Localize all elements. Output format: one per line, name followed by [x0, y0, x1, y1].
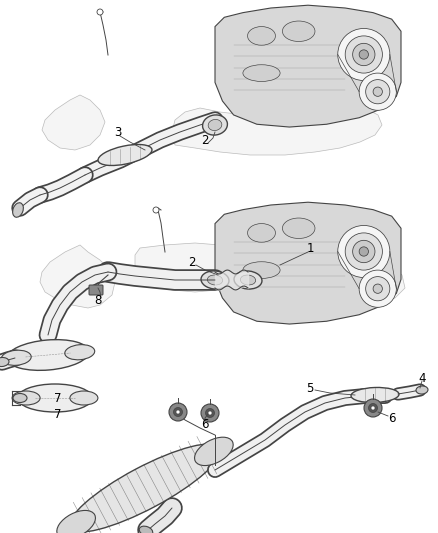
Ellipse shape [247, 224, 276, 242]
Polygon shape [135, 243, 258, 292]
Text: 6: 6 [388, 411, 396, 424]
Ellipse shape [70, 391, 98, 405]
Ellipse shape [194, 437, 233, 465]
Circle shape [353, 43, 375, 66]
Ellipse shape [208, 119, 222, 131]
Circle shape [338, 28, 390, 80]
Ellipse shape [98, 144, 152, 166]
Ellipse shape [283, 218, 315, 238]
Circle shape [173, 408, 183, 416]
Circle shape [359, 247, 368, 256]
Ellipse shape [416, 386, 428, 394]
Circle shape [201, 404, 219, 422]
Polygon shape [215, 5, 401, 127]
Ellipse shape [7, 340, 89, 370]
Ellipse shape [207, 275, 223, 285]
Circle shape [176, 410, 180, 414]
Polygon shape [42, 95, 105, 150]
Ellipse shape [351, 387, 399, 402]
Ellipse shape [1, 350, 31, 365]
FancyBboxPatch shape [89, 285, 103, 295]
Ellipse shape [57, 511, 95, 533]
Circle shape [338, 225, 390, 278]
Polygon shape [40, 245, 115, 308]
Circle shape [366, 79, 390, 104]
Ellipse shape [202, 115, 227, 135]
Circle shape [345, 233, 382, 270]
Circle shape [364, 399, 382, 417]
Ellipse shape [243, 64, 280, 82]
Ellipse shape [283, 21, 315, 42]
Circle shape [359, 73, 396, 110]
Circle shape [368, 403, 378, 413]
Polygon shape [288, 255, 405, 308]
Ellipse shape [139, 526, 153, 533]
Polygon shape [172, 105, 382, 155]
Ellipse shape [247, 27, 276, 45]
Ellipse shape [0, 358, 9, 367]
Ellipse shape [18, 384, 92, 412]
Text: 6: 6 [201, 418, 209, 432]
Ellipse shape [69, 444, 221, 532]
Ellipse shape [234, 271, 262, 289]
Circle shape [371, 406, 375, 410]
Circle shape [366, 277, 390, 301]
Ellipse shape [201, 271, 229, 289]
Circle shape [359, 50, 368, 59]
Ellipse shape [12, 391, 40, 405]
Circle shape [373, 87, 382, 96]
Text: 2: 2 [201, 133, 209, 147]
Text: 3: 3 [114, 126, 122, 140]
Text: 1: 1 [306, 241, 314, 254]
Circle shape [97, 9, 103, 15]
Ellipse shape [243, 262, 280, 278]
Polygon shape [215, 202, 401, 324]
Circle shape [345, 36, 382, 73]
Ellipse shape [240, 275, 256, 285]
Text: 7: 7 [54, 392, 62, 405]
Text: 8: 8 [94, 294, 102, 306]
Text: 2: 2 [188, 255, 196, 269]
Circle shape [205, 408, 215, 417]
Circle shape [359, 270, 396, 308]
Circle shape [169, 403, 187, 421]
Text: 7: 7 [54, 408, 62, 422]
Text: 5: 5 [306, 382, 314, 394]
Ellipse shape [65, 345, 95, 360]
Text: 4: 4 [418, 372, 426, 384]
Circle shape [153, 207, 159, 213]
Ellipse shape [13, 393, 27, 402]
Circle shape [373, 284, 382, 293]
Circle shape [208, 411, 212, 415]
Ellipse shape [13, 203, 23, 217]
Circle shape [353, 240, 375, 263]
